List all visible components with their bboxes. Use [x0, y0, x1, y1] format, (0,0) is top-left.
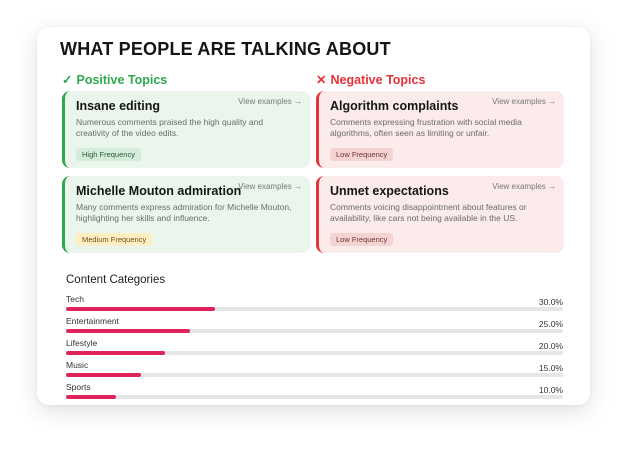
topic-description: Comments voicing disappointment about fe…: [330, 202, 527, 223]
view-examples-link[interactable]: View examples →: [492, 97, 556, 106]
negative-topics-label: Negative Topics: [330, 73, 426, 87]
frequency-badge: Medium Frequency: [76, 233, 153, 246]
topic-name: Michelle Mouton admiration: [76, 184, 242, 198]
frequency-badge: Low Frequency: [330, 148, 394, 161]
category-bar-track: [66, 351, 563, 355]
negative-topic-card: Algorithm complaints View examples → Com…: [316, 91, 564, 168]
topic-name: Unmet expectations: [330, 184, 449, 198]
category-label: Lifestyle: [66, 338, 98, 348]
category-value: 20.0%: [538, 341, 563, 351]
category-label: Entertainment: [66, 316, 119, 326]
view-examples-link[interactable]: View examples →: [492, 182, 556, 191]
topic-name: Insane editing: [76, 99, 161, 113]
category-value: 30.0%: [538, 297, 563, 307]
category-bar-track: [66, 307, 563, 311]
page-title: WHAT PEOPLE ARE TALKING ABOUT: [60, 39, 391, 59]
category-value: 10.0%: [538, 385, 563, 395]
category-row: Lifestyle 20.0%: [66, 338, 563, 360]
negative-topic-card: Unmet expectations View examples → Comme…: [316, 176, 564, 253]
category-bar-fill: [66, 307, 216, 311]
negative-topics-heading: ✕ Negative Topics: [316, 72, 425, 87]
positive-topic-card: Insane editing View examples → Numerous …: [62, 91, 310, 168]
topic-description: Numerous comments praised the high quali…: [76, 117, 264, 138]
view-examples-link[interactable]: View examples →: [238, 182, 302, 191]
frequency-badge: High Frequency: [76, 148, 141, 161]
category-label: Tech: [66, 294, 84, 304]
topic-description: Many comments express admiration for Mic…: [76, 202, 292, 223]
positive-topics-heading: ✓ Positive Topics: [62, 72, 167, 87]
category-label: Sports: [66, 382, 91, 392]
category-bar-track: [66, 395, 563, 399]
content-categories-heading: Content Categories: [66, 274, 166, 286]
category-bar-track: [66, 329, 563, 333]
category-row: Tech 30.0%: [66, 294, 563, 316]
category-bar-fill: [66, 329, 191, 333]
category-row: Sports 10.0%: [66, 382, 563, 404]
check-icon: ✓: [62, 73, 73, 87]
category-value: 25.0%: [538, 319, 563, 329]
topic-name: Algorithm complaints: [330, 99, 459, 113]
frequency-badge: Low Frequency: [330, 233, 394, 246]
category-bar-fill: [66, 373, 141, 377]
category-value: 15.0%: [538, 363, 563, 373]
category-bar-fill: [66, 351, 166, 355]
category-bar-track: [66, 373, 563, 377]
positive-topic-card: Michelle Mouton admiration View examples…: [62, 176, 310, 253]
topic-description: Comments expressing frustration with soc…: [330, 117, 522, 138]
category-row: Music 15.0%: [66, 360, 563, 382]
category-label: Music: [66, 360, 89, 370]
view-examples-link[interactable]: View examples →: [238, 97, 302, 106]
topics-card: WHAT PEOPLE ARE TALKING ABOUT ✓ Positive …: [37, 27, 590, 405]
cross-icon: ✕: [316, 73, 327, 87]
category-row: Entertainment 25.0%: [66, 316, 563, 338]
category-bar-fill: [66, 395, 116, 399]
positive-topics-label: Positive Topics: [76, 73, 168, 87]
